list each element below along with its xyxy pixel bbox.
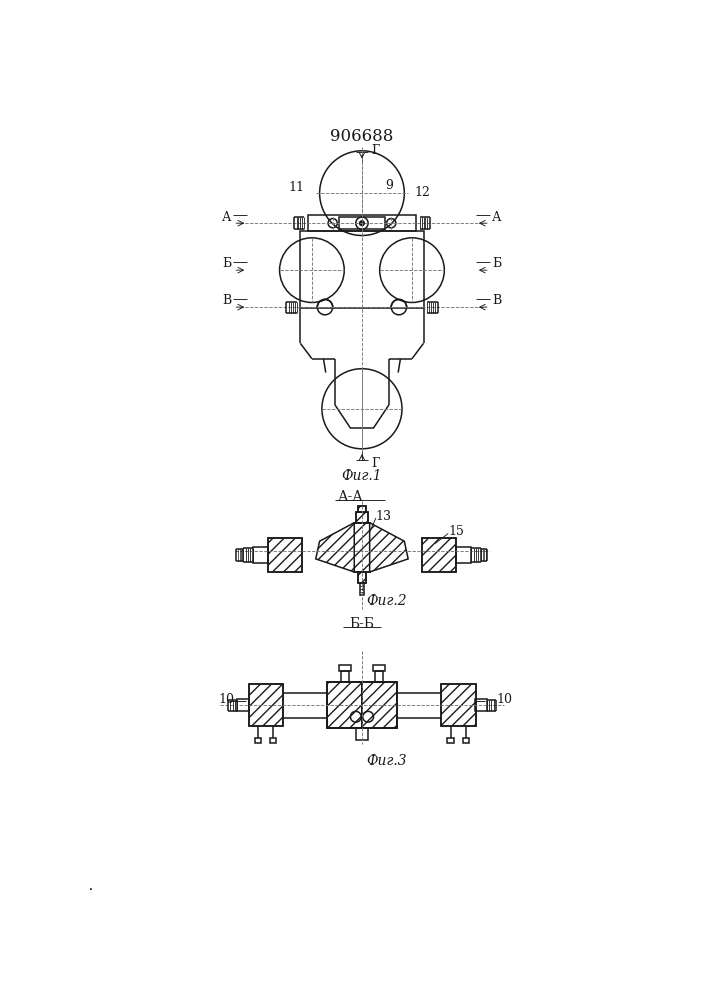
Bar xyxy=(327,682,362,728)
Text: Г: Г xyxy=(371,457,380,470)
Bar xyxy=(268,538,302,572)
Bar xyxy=(327,682,362,728)
Bar xyxy=(356,512,368,523)
Bar xyxy=(339,217,385,229)
Text: 906688: 906688 xyxy=(330,128,394,145)
Bar xyxy=(360,583,364,595)
Text: Г: Г xyxy=(371,144,380,157)
Bar xyxy=(354,523,370,572)
Bar xyxy=(238,699,249,711)
Text: А-А: А-А xyxy=(337,490,363,504)
Text: 15: 15 xyxy=(448,525,464,538)
Bar xyxy=(339,665,351,671)
Bar xyxy=(270,738,276,743)
Text: Фиг.3: Фиг.3 xyxy=(366,754,407,768)
Bar xyxy=(356,512,368,523)
Text: А: А xyxy=(492,211,501,224)
Text: Б: Б xyxy=(222,257,231,270)
Bar xyxy=(252,547,268,563)
Text: 13: 13 xyxy=(376,510,392,523)
Text: 12: 12 xyxy=(414,186,430,199)
Bar xyxy=(300,231,423,308)
Bar xyxy=(268,538,302,572)
Text: 11: 11 xyxy=(288,181,304,194)
Bar xyxy=(373,665,385,671)
Polygon shape xyxy=(316,523,354,572)
Bar xyxy=(249,684,284,726)
Bar xyxy=(358,572,366,583)
Bar xyxy=(358,572,366,583)
Bar xyxy=(475,699,486,711)
Bar xyxy=(448,738,454,743)
Bar xyxy=(463,738,469,743)
Bar xyxy=(308,215,416,231)
Bar xyxy=(422,538,456,572)
Bar xyxy=(255,738,261,743)
Text: Фиг.1: Фиг.1 xyxy=(341,469,382,483)
Bar xyxy=(441,684,476,726)
Text: В: В xyxy=(492,294,501,307)
Bar xyxy=(375,671,382,682)
Text: 9: 9 xyxy=(385,179,393,192)
Text: Б-Б: Б-Б xyxy=(349,617,375,631)
Bar xyxy=(249,684,284,726)
Bar xyxy=(354,523,370,572)
Text: А: А xyxy=(222,211,231,224)
Text: Фиг.2: Фиг.2 xyxy=(366,594,407,608)
Bar xyxy=(456,547,472,563)
Polygon shape xyxy=(370,523,408,572)
Bar xyxy=(358,506,366,512)
Bar xyxy=(362,682,397,728)
Text: 10: 10 xyxy=(497,693,513,706)
Bar xyxy=(362,682,397,728)
Bar xyxy=(327,682,397,728)
Bar xyxy=(441,684,476,726)
Bar xyxy=(341,671,349,682)
Text: 10: 10 xyxy=(218,693,234,706)
Text: В: В xyxy=(222,294,231,307)
Bar xyxy=(422,538,456,572)
Text: Б: Б xyxy=(492,257,501,270)
Bar xyxy=(358,506,366,512)
Bar xyxy=(356,728,368,740)
Circle shape xyxy=(360,221,364,225)
